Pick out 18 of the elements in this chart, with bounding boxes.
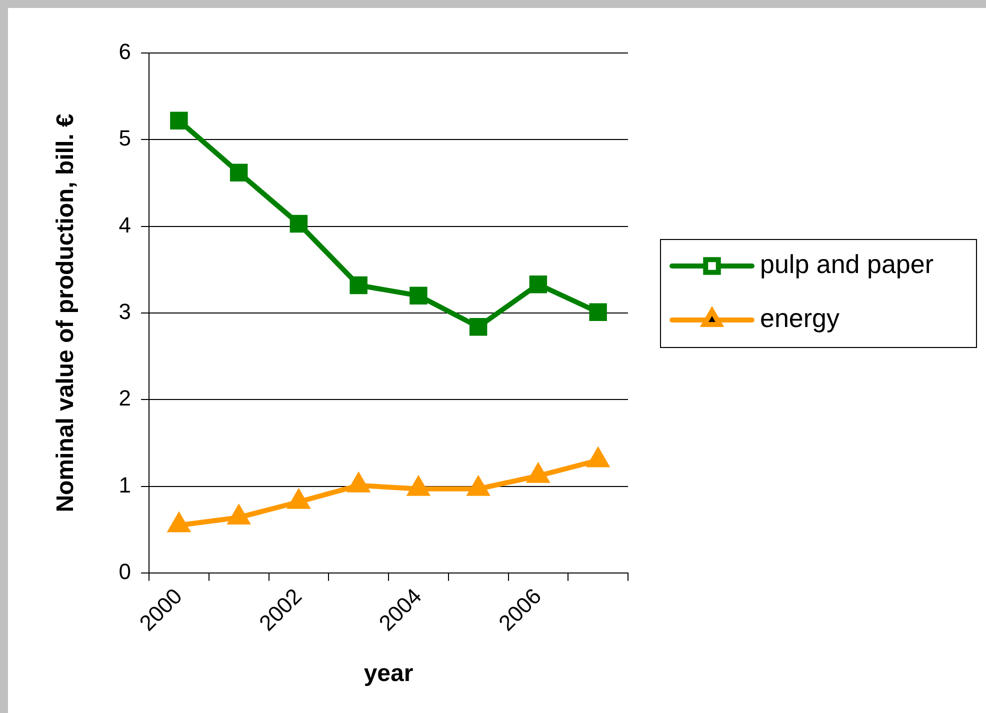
point <box>350 276 368 294</box>
y-tick-label: 4 <box>118 212 132 238</box>
point <box>529 276 548 294</box>
point <box>410 286 428 304</box>
y-tick-label: 2 <box>118 386 132 411</box>
point <box>230 164 248 182</box>
legend-label: energy <box>760 303 840 334</box>
y-axis-title: Nominal value of production, bill. € <box>52 114 80 512</box>
y-tick-label: 6 <box>118 39 132 64</box>
point <box>589 303 607 321</box>
legend-label: pulp and paper <box>760 249 934 280</box>
y-tick-label: 0 <box>118 558 132 584</box>
point <box>469 318 488 336</box>
point <box>290 214 308 233</box>
y-tick-label: 1 <box>118 472 132 498</box>
x-axis-title: year <box>364 660 414 688</box>
y-tick-label: 5 <box>118 126 132 151</box>
y-tick-label: 3 <box>118 299 132 324</box>
